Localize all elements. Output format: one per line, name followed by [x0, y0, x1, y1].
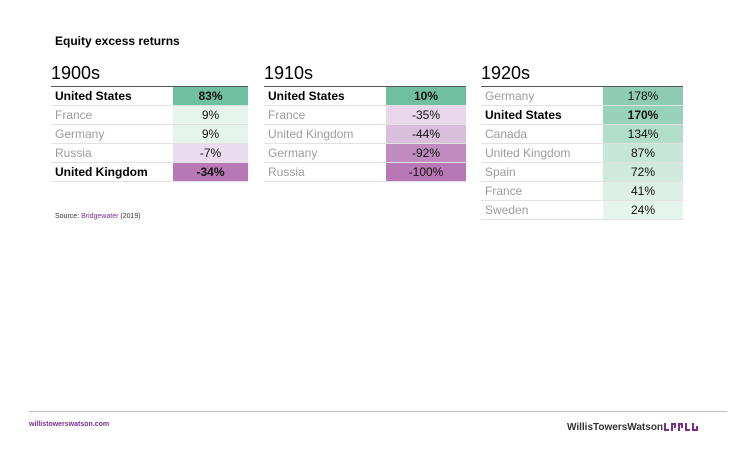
country-label: Canada	[485, 127, 528, 141]
page-title: Equity excess returns	[55, 34, 180, 48]
return-value-cell: 178%	[603, 87, 683, 105]
source-suffix: (2019)	[118, 213, 141, 220]
country-label: United Kingdom	[55, 165, 148, 179]
country-label: Russia	[55, 146, 92, 160]
country-label: United States	[55, 89, 132, 103]
table-1900s: 1900s United States 83% France 9% Germany 9% R…	[51, 62, 248, 182]
return-value-cell: -34%	[173, 163, 248, 181]
brand-name: WillisTowersWatson	[567, 422, 664, 433]
table-row: Sweden 24%	[481, 201, 683, 220]
footer-divider	[29, 411, 727, 412]
table-row: Russia -7%	[51, 144, 248, 163]
table-row: Spain 72%	[481, 163, 683, 182]
table-row: United Kingdom -34%	[51, 163, 248, 182]
country-label: France	[268, 108, 306, 122]
return-value-cell: 10%	[386, 87, 466, 105]
country-label: Spain	[485, 165, 516, 179]
table-row: United Kingdom -44%	[264, 125, 466, 144]
return-value-cell: -44%	[386, 125, 466, 143]
table-row: Germany 9%	[51, 125, 248, 144]
table-row: Germany 178%	[481, 87, 683, 106]
source-prefix: Source:	[55, 213, 82, 220]
table-rows: Germany 178% United States 170% Canada 134% Un…	[481, 86, 683, 220]
return-value-cell: 87%	[603, 144, 683, 162]
return-value-cell: 41%	[603, 182, 683, 200]
country-label: Germany	[55, 127, 105, 141]
return-value-cell: -35%	[386, 106, 466, 124]
return-value-cell: 9%	[173, 106, 248, 124]
country-label: United Kingdom	[485, 146, 571, 160]
table-row: France 41%	[481, 182, 683, 201]
table-row: France 9%	[51, 106, 248, 125]
source-note: Source: Bridgewater (2019)	[55, 213, 141, 220]
table-row: Germany -92%	[264, 144, 466, 163]
source-link[interactable]: Bridgewater	[81, 213, 119, 220]
country-label: Germany	[268, 146, 318, 160]
table-1910s: 1910s United States 10% France -35% United K…	[264, 62, 466, 182]
country-label: United Kingdom	[268, 127, 354, 141]
table-row: United States 83%	[51, 87, 248, 106]
return-value-cell: 72%	[603, 163, 683, 181]
country-label: France	[485, 184, 523, 198]
table-1920s: 1920s Germany 178% United States 170% Canada…	[481, 62, 683, 220]
table-rows: United States 83% France 9% Germany 9% Russia -…	[51, 86, 248, 182]
footer-url-link[interactable]: willistowerswatson.com	[29, 421, 110, 428]
country-label: Sweden	[485, 203, 529, 217]
table-row: France -35%	[264, 106, 466, 125]
table-row: Canada 134%	[481, 125, 683, 144]
country-label: France	[55, 108, 93, 122]
return-value-cell: 134%	[603, 125, 683, 143]
country-label: United States	[268, 89, 345, 103]
table-row: United States 10%	[264, 87, 466, 106]
return-value-cell: 83%	[173, 87, 248, 105]
country-label: Russia	[268, 165, 305, 179]
country-label: United States	[485, 108, 562, 122]
decade-heading: 1910s	[264, 63, 314, 83]
return-value-cell: 24%	[603, 201, 683, 219]
decade-heading: 1920s	[481, 63, 531, 83]
brand-logo-icon	[664, 423, 698, 431]
table-rows: United States 10% France -35% United Kingdom…	[264, 86, 466, 182]
return-value-cell: -100%	[386, 163, 466, 181]
table-row: United States 170%	[481, 106, 683, 125]
decade-heading: 1900s	[51, 63, 101, 83]
return-value-cell: 170%	[603, 106, 683, 124]
table-row: United Kingdom 87%	[481, 144, 683, 163]
return-value-cell: -7%	[173, 144, 248, 162]
return-value-cell: 9%	[173, 125, 248, 143]
table-row: Russia -100%	[264, 163, 466, 182]
return-value-cell: -92%	[386, 144, 466, 162]
country-label: Germany	[485, 89, 535, 103]
